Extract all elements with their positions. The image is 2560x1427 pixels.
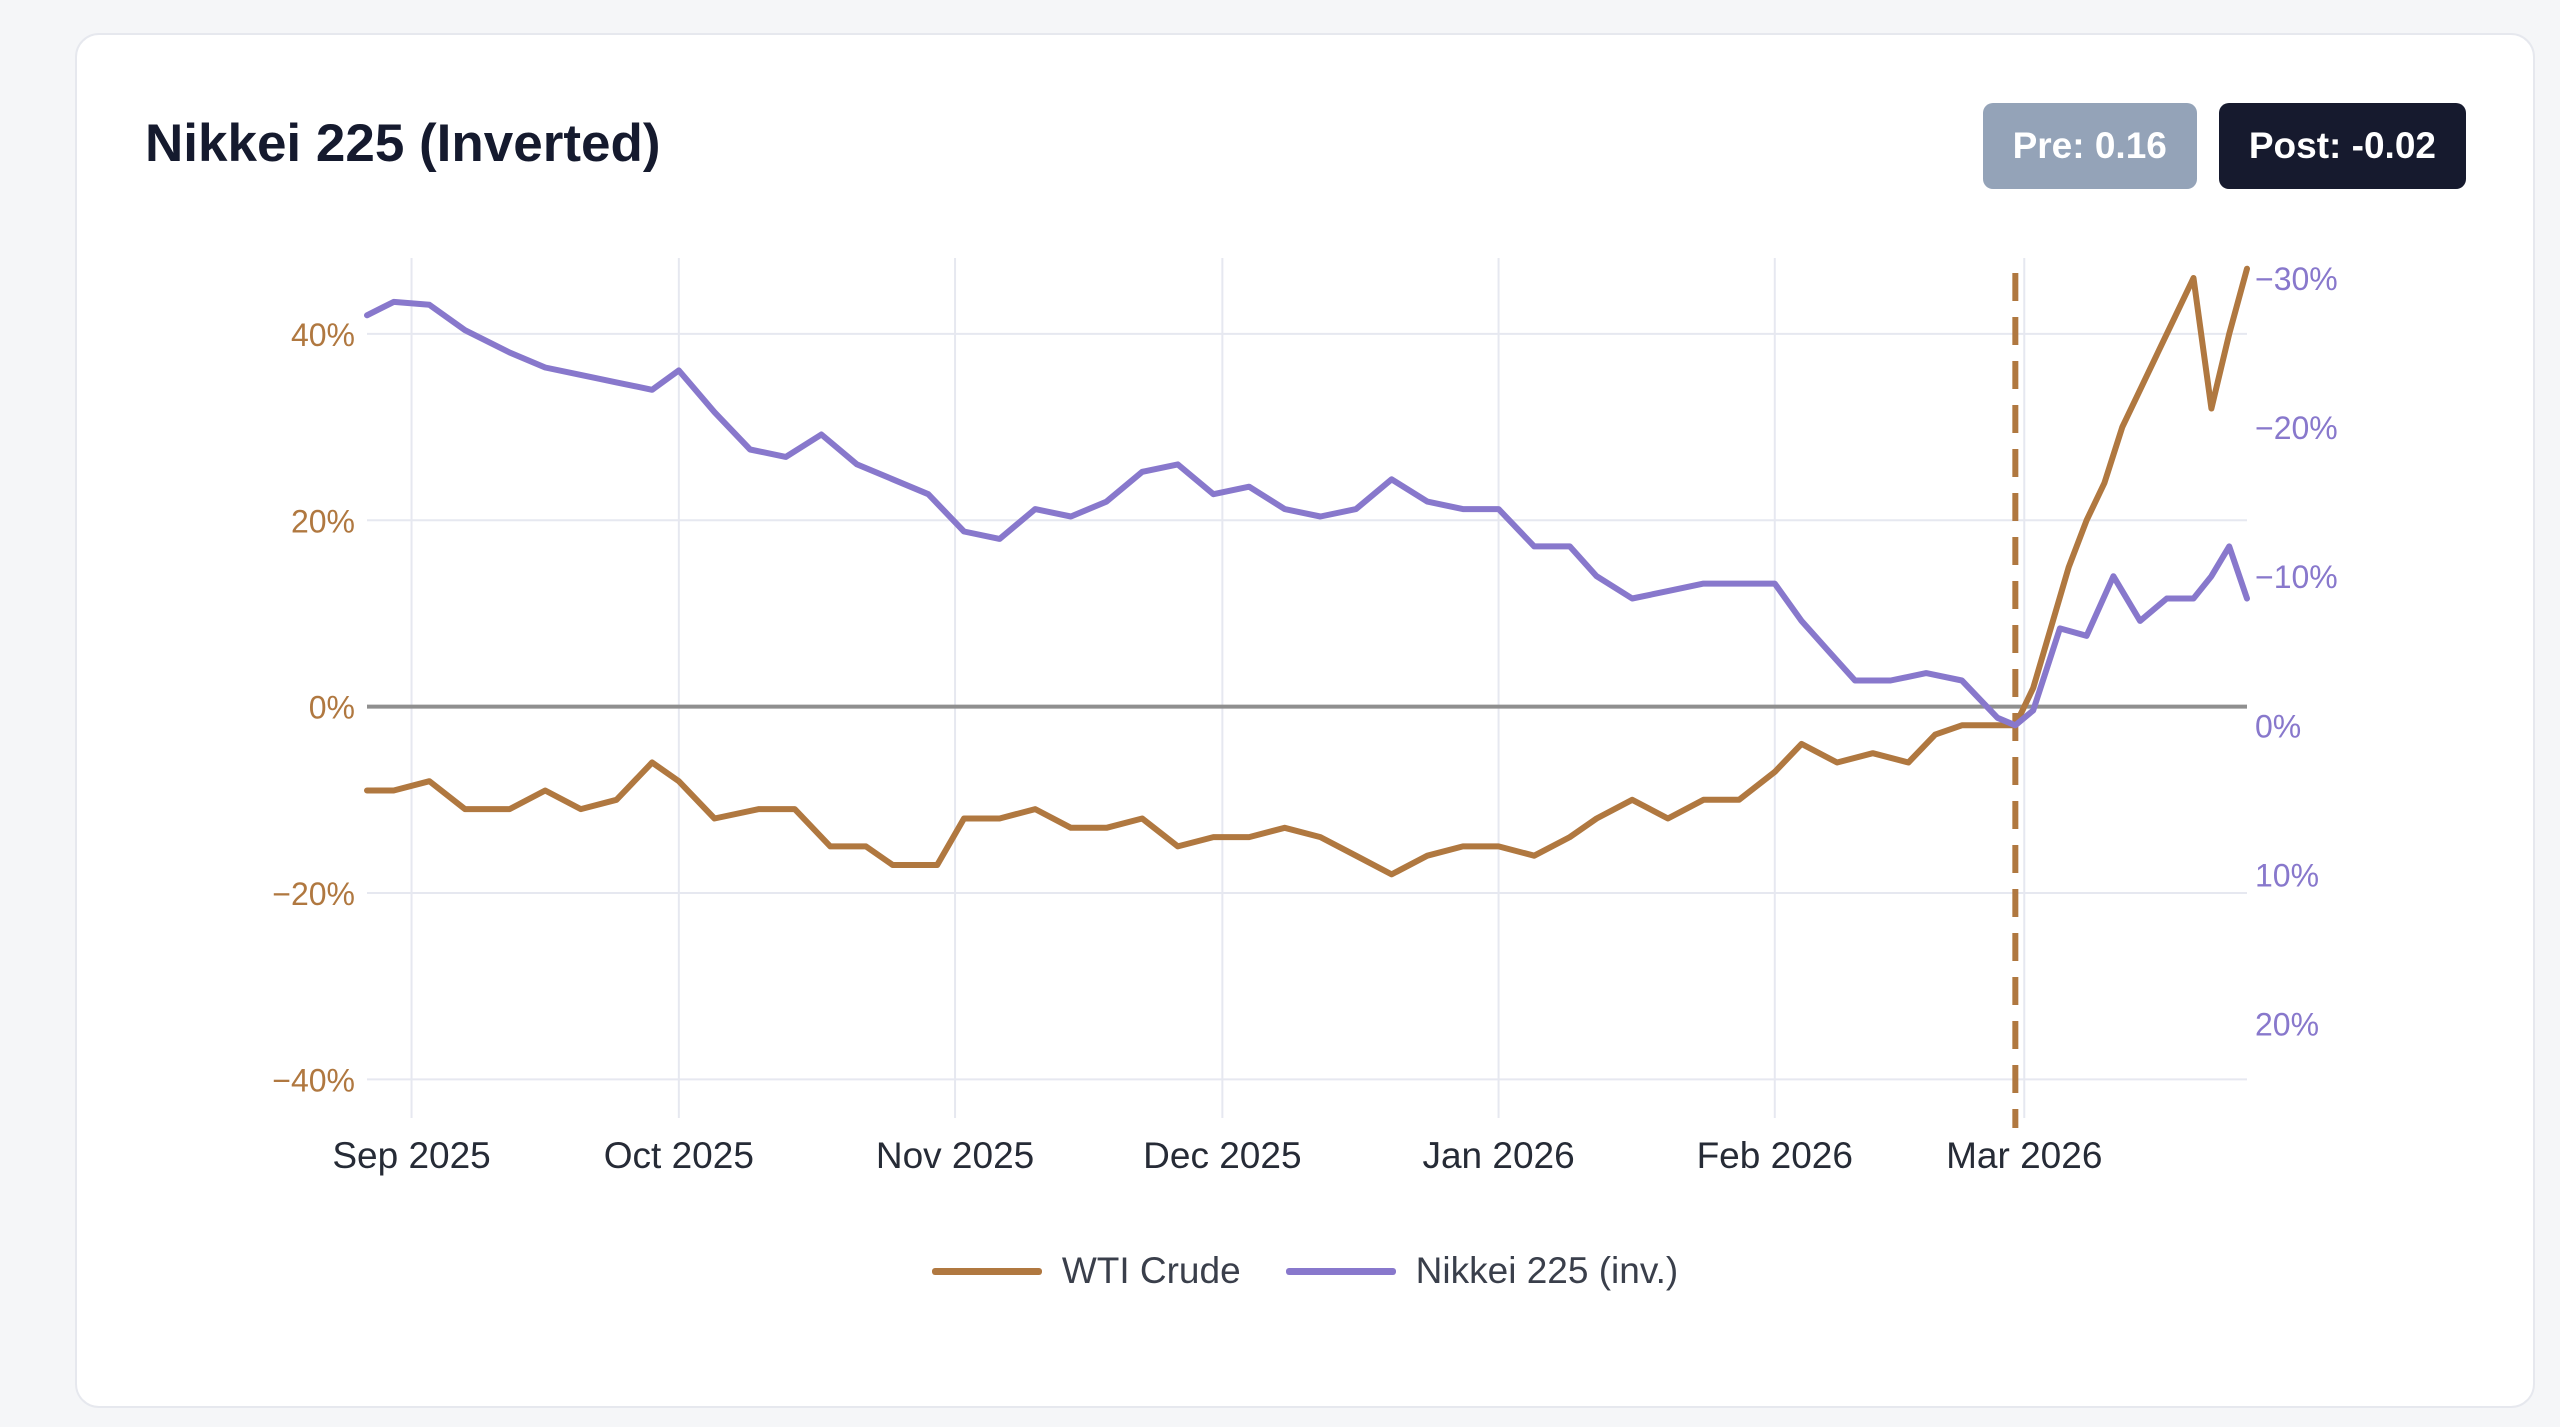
right-y-tick-label: −10% [2255,559,2338,595]
x-tick-label: Mar 2026 [1946,1135,2102,1176]
series-line-wti [364,265,2250,878]
right-y-tick-label: −30% [2255,261,2338,297]
post-correlation-badge: Post: -0.02 [2218,103,2466,189]
left-y-tick-label: −20% [272,876,355,912]
right-y-tick-label: 0% [2255,708,2301,744]
legend-item-nikkei[interactable]: Nikkei 225 (inv.) [1285,1250,1679,1292]
x-tick-label: Feb 2026 [1697,1135,1853,1176]
left-y-tick-label: 0% [309,690,355,726]
line-chart: 40% 20% 0% −20% −40% −30% −20% −10% 0% 10% 20% Se… [272,258,2338,1176]
left-y-tick-label: −40% [272,1062,355,1098]
left-y-tick-label: 20% [291,503,355,539]
chart-card: Nikkei 225 (Inverted) Pre: 0.16 Post: -0… [75,33,2535,1408]
x-tick-label: Sep 2025 [332,1135,490,1176]
legend-swatch-nikkei [1285,1267,1396,1275]
series-line-nikkei [364,298,2250,729]
left-y-axis: 40% 20% 0% −20% −40% [272,317,355,1098]
x-tick-label: Oct 2025 [604,1135,754,1176]
left-y-tick-label: 40% [291,317,355,353]
right-y-tick-label: −20% [2255,410,2338,446]
legend-swatch-wti [931,1267,1042,1275]
chart-title: Nikkei 225 (Inverted) [145,114,661,173]
series-layer [364,265,2250,878]
pre-correlation-badge: Pre: 0.16 [1982,103,2197,189]
legend-label-wti: WTI Crude [1061,1250,1241,1291]
right-y-tick-label: 20% [2255,1006,2319,1042]
legend-item-wti[interactable]: WTI Crude [931,1250,1241,1292]
x-tick-label: Dec 2025 [1143,1135,1301,1176]
x-tick-label: Nov 2025 [876,1135,1034,1176]
right-y-axis: −30% −20% −10% 0% 10% 20% [2255,261,2338,1042]
x-axis: Sep 2025 Oct 2025 Nov 2025 Dec 2025 Jan 2026… [332,1135,2102,1176]
legend-label-nikkei: Nikkei 225 (inv.) [1415,1250,1679,1291]
correlation-badges: Pre: 0.16 Post: -0.02 [1982,103,2466,189]
right-y-tick-label: 10% [2255,857,2319,893]
x-tick-label: Jan 2026 [1422,1135,1574,1176]
chart-legend: WTI Crude Nikkei 225 (inv.) [77,1250,2533,1292]
